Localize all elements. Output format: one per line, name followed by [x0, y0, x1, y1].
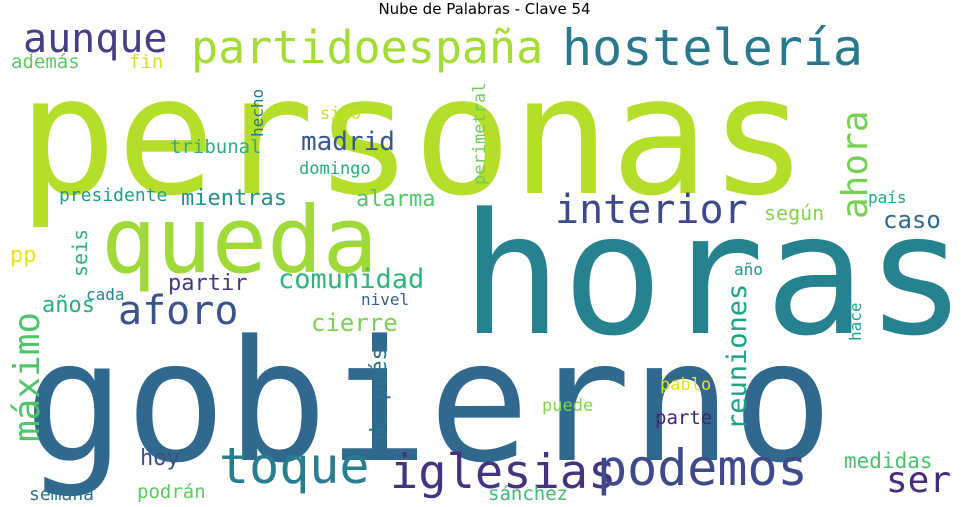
word-alarma: alarma [356, 187, 436, 212]
word-hecho: hecho [248, 88, 267, 137]
word-semana: semana [29, 484, 95, 505]
word-pablo: pablo [660, 375, 712, 395]
word-año: año [734, 260, 763, 279]
word-después: después [367, 347, 392, 440]
word-además: además [11, 51, 80, 73]
word-tribunal: tribunal [170, 136, 262, 158]
word-años: años [42, 293, 95, 318]
word-podemos: podemos [597, 439, 808, 497]
word-interior: interior [555, 187, 748, 233]
word-sido: sido [320, 104, 361, 124]
word-podrán: podrán [137, 481, 206, 503]
word-nivel: nivel [361, 290, 410, 309]
word-horas: horas [461, 177, 966, 373]
word-hoy: hoy [140, 446, 180, 471]
word-madrid: madrid [301, 127, 395, 157]
word-mientras: mientras [181, 186, 287, 211]
word-personas: personas [18, 41, 808, 232]
word-partir: partir [168, 271, 248, 296]
word-perimetral: perimetral [470, 82, 490, 185]
word-fin: fin [129, 51, 164, 73]
word-cada: cada [86, 285, 125, 304]
word-parte: parte [655, 407, 713, 429]
word-caso: caso [883, 206, 941, 234]
word-hace: hace [846, 302, 865, 341]
word-hostelería: hostelería [562, 19, 864, 77]
word-seis: seis [68, 228, 92, 277]
word-puede: puede [542, 396, 594, 416]
word-cierre: cierre [311, 309, 398, 337]
word-iglesias: iglesias [390, 445, 617, 500]
word-reuniones: reuniones [722, 283, 753, 430]
word-país: país [868, 188, 907, 207]
word-medidas: medidas [844, 449, 933, 473]
word-presidente: presidente [59, 185, 168, 206]
word-aforo: aforo [118, 288, 239, 334]
word-ser: ser [886, 460, 952, 501]
word-sánchez: sánchez [488, 483, 569, 505]
word-partidoespaña: partidoespaña [191, 21, 544, 74]
chart-title: Nube de Palabras - Clave 54 [378, 0, 591, 18]
word-domingo: domingo [299, 159, 371, 179]
word-toque: toque [219, 437, 370, 495]
word-comunidad: comunidad [278, 264, 425, 295]
word-máximo: máximo [7, 311, 48, 442]
word-aunque: aunque [23, 19, 168, 62]
word-cloud: personas horas gobierno queda hostelería… [6, 19, 966, 505]
word-queda: queda [101, 187, 378, 294]
word-gobierno: gobierno [24, 304, 834, 500]
word-según: según [764, 201, 825, 225]
word-pp: pp [10, 243, 37, 268]
